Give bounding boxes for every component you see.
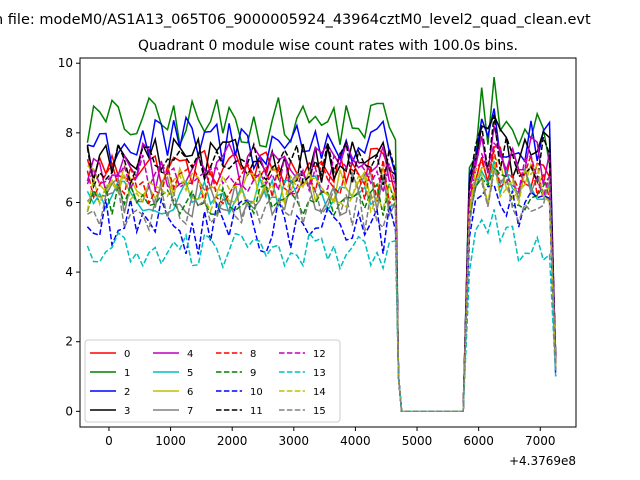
legend-label: 11	[250, 406, 263, 417]
series-line-10	[86, 184, 557, 413]
legend-frame	[84, 339, 341, 423]
x-axis: 0 1000 2000 3000 4000 5000 6000 7000	[105, 427, 556, 448]
legend-label: 0	[124, 349, 130, 360]
series-line-4	[86, 125, 557, 413]
x-tick-label: 0	[105, 434, 113, 448]
x-tick-label: 7000	[525, 434, 556, 448]
y-tick-label: 0	[65, 404, 73, 418]
legend-label: 8	[250, 349, 256, 360]
series-line-1	[86, 77, 557, 413]
y-tick-label: 8	[65, 126, 73, 140]
legend-label: 3	[124, 406, 130, 417]
legend-label: 4	[187, 349, 193, 360]
legend-label: 12	[313, 349, 326, 360]
legend-label: 5	[187, 368, 193, 379]
legend-label: 14	[313, 387, 326, 398]
x-tick-label: 4000	[340, 434, 371, 448]
legend-label: 1	[124, 368, 130, 379]
legend-label: 13	[313, 368, 326, 379]
x-tick-label: 3000	[279, 434, 310, 448]
x-offset-label: +4.3769e8	[509, 454, 576, 468]
y-tick-label: 4	[65, 265, 73, 279]
y-tick-label: 6	[65, 195, 73, 209]
series-line-2	[87, 108, 557, 413]
series-line-12	[86, 141, 557, 413]
x-tick-label: 2000	[217, 434, 248, 448]
series-line-14	[86, 163, 557, 413]
legend-label: 2	[124, 387, 130, 398]
chart-title: Quadrant 0 module wise count rates with …	[138, 38, 518, 54]
legend-label: 15	[313, 406, 326, 417]
legend-label: 9	[250, 368, 256, 379]
series-line-8	[86, 150, 557, 413]
series-line-15	[87, 169, 557, 413]
y-axis: 0 2 4 6 8 10	[58, 56, 80, 418]
y-tick-label: 10	[58, 56, 73, 70]
x-tick-label: 5000	[402, 434, 433, 448]
x-tick-label: 1000	[155, 434, 186, 448]
suptitle: n file: modeM0/AS1A13_065T06_9000005924_…	[0, 12, 591, 28]
x-tick-label: 6000	[463, 434, 494, 448]
series-line-3	[86, 113, 557, 413]
series-line-9	[86, 166, 557, 413]
legend-label: 6	[187, 387, 193, 398]
series-line-11	[86, 115, 557, 413]
series-line-13	[86, 209, 557, 413]
plot-frame	[79, 57, 577, 428]
legend-label: 7	[187, 406, 193, 417]
legend-label: 10	[250, 387, 263, 398]
y-tick-label: 2	[65, 335, 73, 349]
series-layer	[86, 77, 557, 413]
